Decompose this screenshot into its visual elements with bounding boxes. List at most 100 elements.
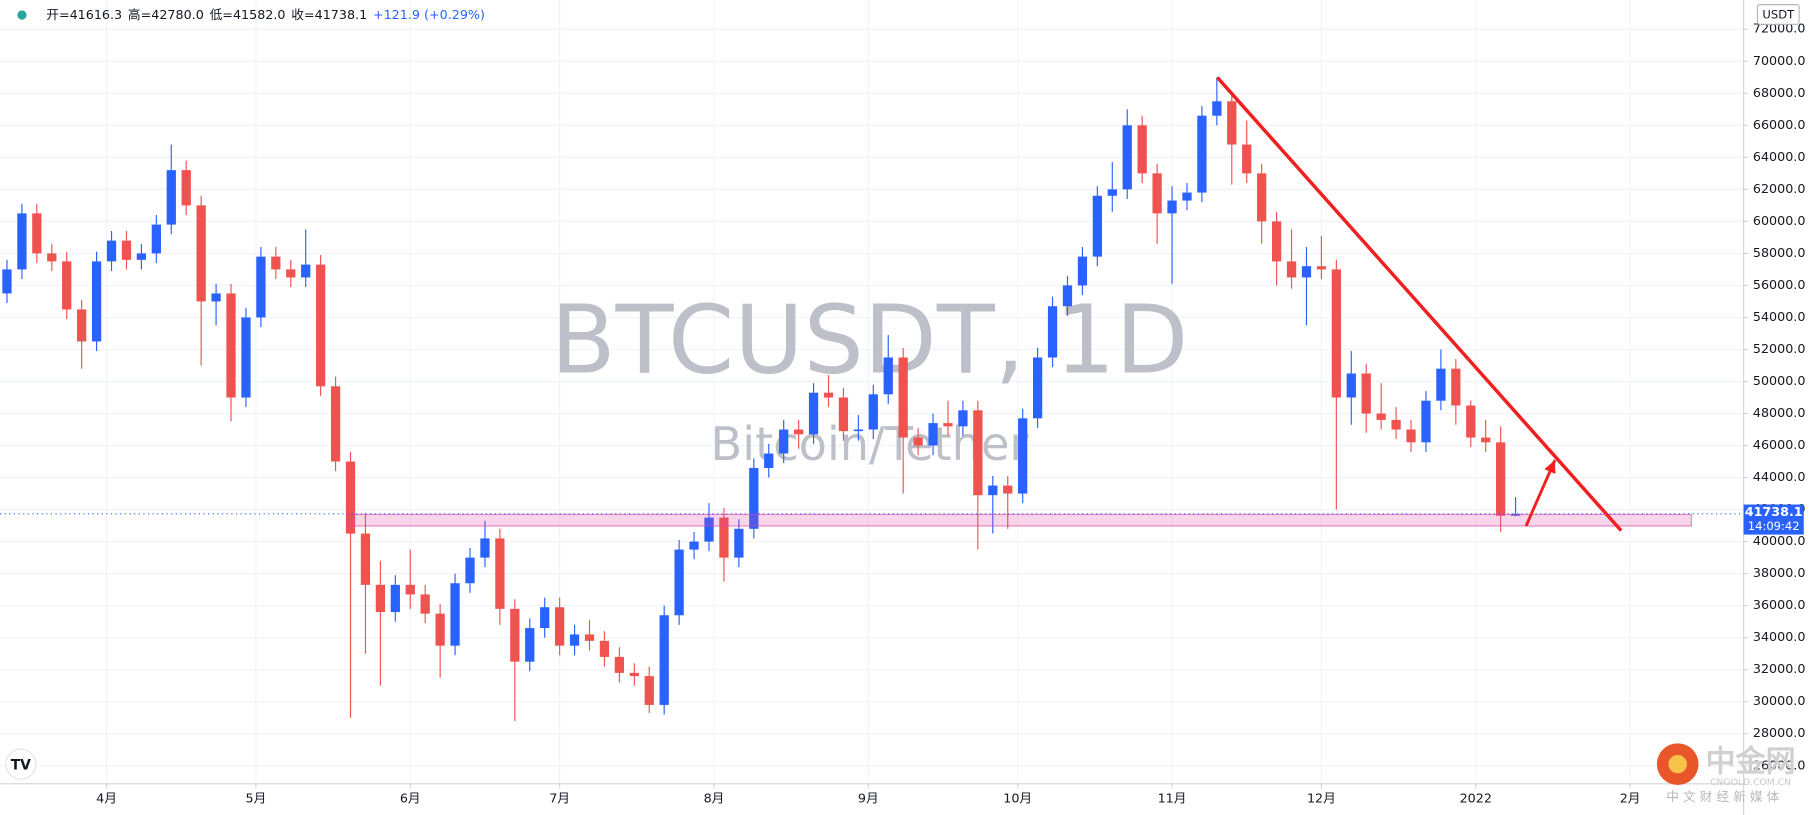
grid	[0, 0, 1744, 784]
legend-item: +121.9 (+0.29%)	[373, 7, 485, 22]
x-tick-label: 5月	[246, 790, 267, 805]
candle-body	[659, 615, 669, 705]
y-tick-label: 52000.0	[1753, 341, 1806, 356]
candle-body	[764, 453, 774, 468]
legend-item: 高=42780.0	[128, 7, 204, 22]
currency-box[interactable]	[1756, 4, 1800, 25]
y-tick-label: 38000.0	[1753, 565, 1806, 580]
candle-body	[525, 628, 535, 662]
candle-body	[211, 293, 221, 302]
candle-body	[555, 607, 565, 646]
x-tick-label: 2月	[1620, 790, 1641, 805]
arrow-head	[1544, 460, 1556, 474]
logo-url: CNGOLD.COM.CN	[1710, 777, 1791, 788]
candle-body	[1227, 101, 1237, 145]
plot-area	[0, 76, 1744, 721]
symbol-watermark: BTCUSDT, 1D	[551, 286, 1189, 396]
candle-body	[973, 410, 983, 496]
candle-body	[1316, 266, 1327, 270]
candle-body	[1406, 429, 1416, 443]
candle-body	[1257, 173, 1267, 222]
candle-body	[644, 676, 654, 705]
currency-label[interactable]: USDT	[1762, 8, 1795, 22]
candle-body	[898, 357, 908, 438]
candle-body	[271, 256, 281, 270]
candle-body	[62, 261, 72, 310]
candle-body	[91, 261, 102, 342]
candle-body	[1077, 256, 1088, 286]
ohlc-legend: 开=41616.3 高=42780.0 低=41582.0 收=41738.1 +121…	[46, 7, 485, 22]
candle-body	[196, 205, 206, 302]
candle-body	[1047, 306, 1058, 358]
y-tick-label: 32000.0	[1753, 661, 1806, 676]
candle-body	[480, 538, 490, 558]
candle-body	[913, 437, 923, 446]
candle-body	[465, 557, 475, 584]
candle-body	[316, 264, 326, 387]
logo-text: 中金网	[1705, 744, 1795, 779]
candle-body	[629, 672, 639, 677]
x-tick-label: 9月	[858, 790, 879, 805]
candle-body	[360, 533, 371, 585]
candle-body	[1062, 285, 1073, 307]
candle-body	[435, 613, 445, 646]
tv-logo-bg[interactable]	[5, 748, 37, 780]
candle-body	[988, 485, 998, 496]
x-tick-label: 10月	[1003, 790, 1032, 805]
countdown-label: 14:09:42	[1748, 519, 1800, 533]
candle-body	[390, 584, 400, 613]
y-tick-label: 34000.0	[1753, 629, 1806, 644]
candle-body	[1182, 192, 1192, 201]
legend-item: 收=41738.1	[291, 7, 367, 22]
watermark: BTCUSDT, 1D Bitcoin/Tether	[551, 286, 1189, 471]
candle-body	[136, 253, 147, 260]
y-tick-label: 50000.0	[1753, 373, 1806, 388]
y-tick-label: 54000.0	[1753, 309, 1806, 324]
candle-body	[1271, 221, 1282, 262]
x-tick-label: 12月	[1307, 790, 1336, 805]
cngold-logo: 中金网 CNGOLD.COM.CN 中 文 财 经 新 媒 体	[1656, 743, 1796, 804]
x-tick-label: 2022	[1460, 790, 1492, 805]
y-tick-label: 26000.0	[1753, 757, 1806, 772]
candle-body	[1167, 200, 1177, 214]
candle-body	[1301, 266, 1312, 278]
y-tick-label: 48000.0	[1753, 405, 1806, 420]
candle-body	[1361, 373, 1371, 414]
candle-body	[405, 584, 415, 595]
candle-body	[674, 549, 684, 616]
candle-body	[1286, 261, 1297, 278]
last-price-tag	[1743, 504, 1804, 535]
y-tick-label: 64000.0	[1753, 149, 1806, 164]
tv-logo-mark[interactable]: TV	[11, 757, 31, 773]
candle-body	[540, 607, 550, 629]
y-tick-label: 60000.0	[1753, 213, 1806, 228]
y-tick-label: 28000.0	[1753, 725, 1806, 740]
candle-body	[1122, 125, 1132, 190]
candle-body	[689, 541, 699, 550]
candle-body	[704, 517, 714, 542]
last-price-label: 41738.1	[1745, 504, 1803, 519]
candle-body	[495, 538, 505, 609]
candle-body	[1496, 442, 1506, 516]
candle-body	[106, 240, 117, 262]
candle-body	[256, 256, 266, 318]
candle-body	[17, 213, 27, 270]
candle-body	[779, 429, 789, 454]
candle-body	[375, 584, 386, 613]
x-tick-label: 4月	[96, 790, 117, 805]
legend-item: 开=41616.3	[46, 7, 122, 22]
candle-body	[1421, 400, 1431, 443]
candle-body	[151, 224, 161, 254]
candle-body	[883, 357, 893, 395]
candle-body	[1212, 101, 1222, 116]
candle-body	[1481, 437, 1491, 443]
candle-body	[1137, 125, 1147, 174]
candle-body	[749, 467, 759, 529]
candle-body	[1003, 485, 1013, 494]
y-tick-label: 70000.0	[1753, 53, 1806, 68]
tv-logo[interactable]: TV	[5, 748, 37, 780]
y-tick-label: 58000.0	[1753, 245, 1806, 260]
candle-body	[121, 240, 132, 260]
x-tick-label: 6月	[400, 790, 421, 805]
